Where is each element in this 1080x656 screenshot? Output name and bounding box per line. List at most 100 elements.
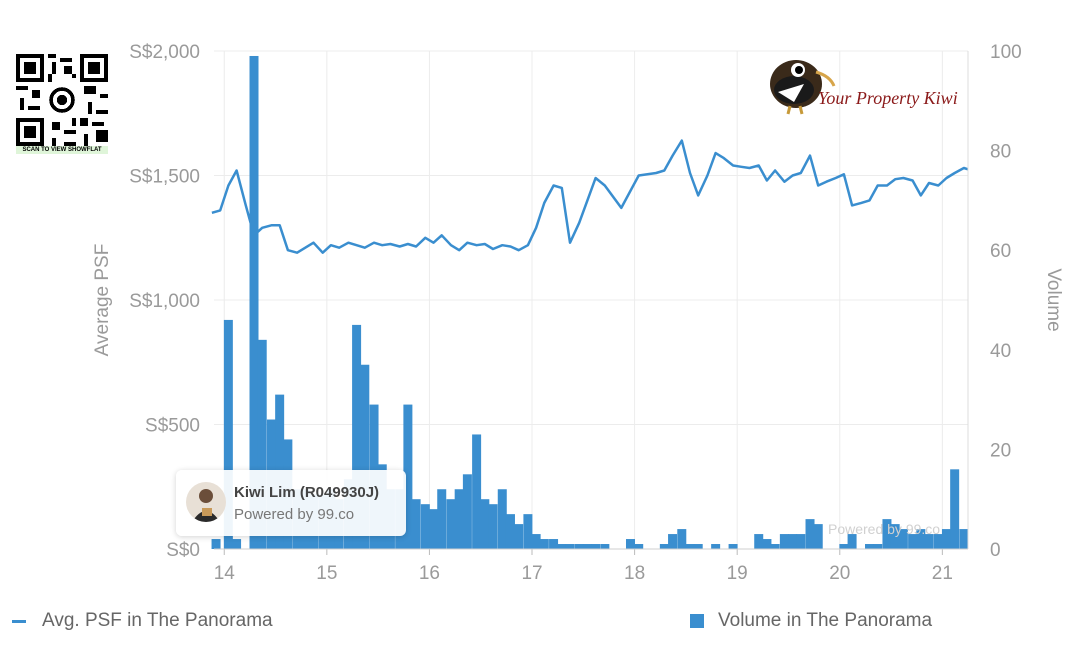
x-tick-label: 21 — [932, 563, 953, 584]
grid-lines — [214, 50, 968, 550]
volume-bar — [813, 524, 823, 549]
volume-bar — [446, 499, 456, 549]
volume-bar — [677, 529, 687, 549]
volume-bar — [352, 324, 362, 549]
volume-bar — [360, 364, 370, 549]
volume-bar — [779, 534, 789, 549]
x-tick-label: 18 — [624, 563, 645, 584]
volume-bar — [762, 539, 772, 549]
volume-bar — [924, 534, 934, 549]
volume-bar — [865, 544, 875, 549]
y-axis-title: Average PSF — [92, 244, 113, 357]
agent-avatar — [186, 482, 226, 522]
volume-bar — [625, 539, 635, 549]
x-tick-label: 17 — [521, 563, 542, 584]
volume-bar — [693, 544, 703, 549]
y-tick-label: S$2,000 — [129, 42, 200, 63]
volume-bar — [488, 504, 498, 549]
volume-bar — [933, 534, 943, 549]
volume-bar — [211, 539, 221, 549]
volume-bar — [591, 544, 601, 549]
y-tick-label: S$1,000 — [129, 291, 200, 312]
volume-bar — [600, 544, 610, 549]
psf-line — [211, 139, 969, 254]
volume-bar — [916, 529, 926, 549]
x-tick-label: 14 — [214, 563, 236, 584]
volume-bar — [437, 489, 447, 549]
volume-bar — [950, 469, 960, 549]
line-legend-swatch — [12, 619, 26, 623]
legend-item-line[interactable]: Avg. PSF in The Panorama — [12, 610, 273, 632]
y2-tick-label: 40 — [990, 341, 1011, 362]
y2-tick-label: 100 — [990, 42, 1022, 63]
volume-bar — [659, 544, 669, 549]
volume-bar — [472, 434, 482, 549]
qr-code-icon — [16, 54, 108, 154]
volume-bar — [454, 489, 464, 549]
y2-tick-label: 60 — [990, 241, 1011, 262]
volume-bar — [531, 534, 541, 549]
x-tick-label: 16 — [419, 563, 440, 584]
x-tick-label: 15 — [316, 563, 337, 584]
y2-tick-label: 0 — [990, 540, 1001, 561]
x-tick-label: 20 — [829, 563, 850, 584]
volume-bar — [549, 539, 559, 549]
volume-bar — [514, 524, 524, 549]
tick-labels: S$0 S$500 S$1,000 S$1,500 S$2,000 0 20 40 60 80 10… — [129, 42, 1022, 584]
volume-bar — [668, 534, 678, 549]
volume-bar — [890, 524, 900, 549]
volume-bar — [754, 534, 764, 549]
volume-bar — [959, 529, 969, 549]
legend-item-bar[interactable]: Volume in The Panorama — [690, 610, 932, 632]
x-tick-label: 19 — [727, 563, 748, 584]
y2-tick-label: 20 — [990, 440, 1011, 461]
axes — [214, 51, 969, 555]
volume-bar — [898, 529, 908, 549]
volume-bar — [574, 544, 584, 549]
volume-bar — [505, 514, 515, 549]
volume-bar — [582, 544, 592, 549]
volume-bar — [232, 539, 242, 549]
volume-bar — [565, 544, 575, 549]
volume-bar — [941, 529, 951, 549]
y2-axis-title: Volume — [1043, 268, 1064, 331]
volume-bar — [411, 499, 421, 549]
volume-bar — [403, 404, 413, 549]
volume-bar — [873, 544, 883, 549]
volume-bar — [480, 499, 490, 549]
watermark: Powered by 99.co — [828, 521, 941, 537]
y2-tick-label: 80 — [990, 142, 1011, 163]
volume-bar — [847, 534, 857, 549]
y-tick-label: S$500 — [145, 416, 200, 437]
volume-bar — [420, 504, 430, 549]
volume-bar — [223, 319, 233, 549]
agent-name: Kiwi Lim (R049930J) — [234, 484, 380, 501]
volume-bar — [711, 544, 721, 549]
volume-bar — [882, 519, 892, 549]
volume-bar — [523, 514, 533, 549]
bar-legend-swatch — [690, 614, 704, 628]
volume-bar — [728, 544, 738, 549]
psf-line-series — [211, 139, 969, 254]
legend-bar-label: Volume in The Panorama — [718, 610, 933, 631]
volume-bar — [770, 544, 780, 549]
volume-bar — [908, 534, 918, 549]
y-tick-label: S$1,500 — [129, 167, 200, 188]
kiwi-bird-logo-icon — [770, 60, 836, 115]
volume-bar — [634, 544, 644, 549]
volume-bar — [249, 55, 259, 549]
volume-bar — [796, 534, 806, 549]
volume-bar — [557, 544, 567, 549]
volume-bar — [497, 489, 507, 549]
legend-line-label: Avg. PSF in The Panorama — [42, 610, 273, 631]
agent-powered-by: Powered by 99.co — [234, 506, 355, 523]
volume-bar — [685, 544, 695, 549]
qr-caption: SCAN TO VIEW SHOWFLAT — [16, 146, 108, 154]
volume-bar — [429, 509, 439, 549]
agent-card[interactable]: Kiwi Lim (R049930J) Powered by 99.co — [176, 470, 406, 536]
volume-bar — [805, 519, 815, 549]
y-tick-label: S$0 — [166, 540, 200, 561]
volume-bar — [257, 339, 267, 549]
logo-text: Your Property Kiwi — [818, 88, 958, 108]
volume-bar — [462, 474, 472, 549]
